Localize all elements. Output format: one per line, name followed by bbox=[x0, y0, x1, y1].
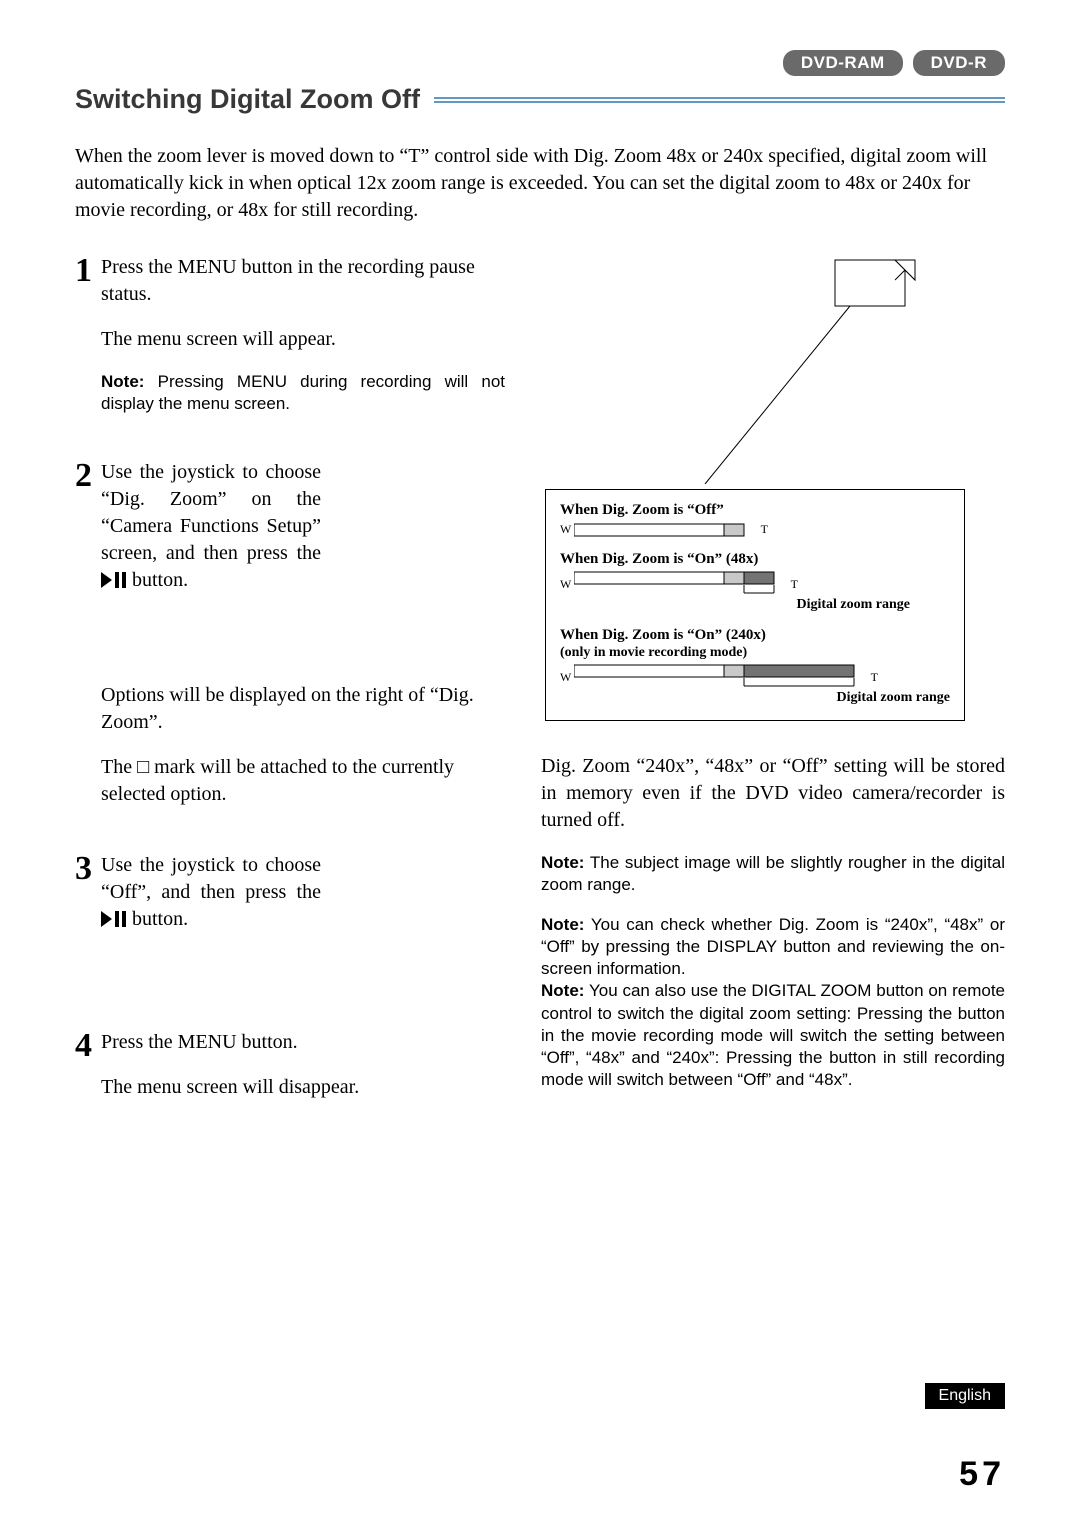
play-pause-icon bbox=[101, 908, 127, 935]
title-rule bbox=[434, 97, 1005, 103]
steps-column: 1 Press the MENU button in the recording… bbox=[75, 254, 505, 1145]
zoom-bar-240x bbox=[574, 664, 864, 690]
zoom-row-240x-title: When Dig. Zoom is “On” (240x) bbox=[560, 627, 950, 644]
section-title-row: Switching Digital Zoom Off bbox=[75, 84, 1005, 115]
t-label: T bbox=[864, 670, 878, 685]
step-1-text-2: The menu screen will appear. bbox=[101, 326, 505, 353]
note-label: Note: bbox=[101, 372, 144, 391]
step-4-text-1: Press the MENU button. bbox=[101, 1029, 505, 1056]
language-tab: English bbox=[925, 1383, 1005, 1409]
step-4-text-2: The menu screen will disappear. bbox=[101, 1074, 505, 1101]
step-1: 1 Press the MENU button in the recording… bbox=[75, 254, 505, 433]
right-note-1: Note: The subject image will be slightly… bbox=[541, 852, 1005, 896]
intro-paragraph: When the zoom lever is moved down to “T”… bbox=[75, 143, 1005, 224]
step-2-number: 2 bbox=[75, 459, 101, 826]
step-3-number: 3 bbox=[75, 852, 101, 953]
zoom-row-48x-title: When Dig. Zoom is “On” (48x) bbox=[560, 551, 950, 568]
zoom-bar-48x bbox=[574, 571, 784, 597]
step-3-text-1: Use the joystick to choose “Off”, and th… bbox=[101, 852, 321, 935]
step-1-note-text: Pressing MENU during recording will not … bbox=[101, 372, 505, 413]
badge-dvd-ram: DVD-RAM bbox=[783, 50, 903, 76]
zoom-row-240x-sub: (only in movie recording mode) bbox=[560, 645, 950, 661]
step-4-number: 4 bbox=[75, 1029, 101, 1119]
step-1-note: Note: Pressing MENU during recording wil… bbox=[101, 371, 505, 415]
right-para-1: Dig. Zoom “240x”, “48x” or “Off” setting… bbox=[541, 753, 1005, 834]
badge-dvd-r: DVD-R bbox=[913, 50, 1005, 76]
step-2: 2 Use the joystick to choose “Dig. Zoom”… bbox=[75, 459, 505, 826]
t-label: T bbox=[784, 577, 798, 592]
step-2-text-3: The □ mark will be attached to the curre… bbox=[101, 754, 505, 808]
zoom-row-48x: When Dig. Zoom is “On” (48x) W T bbox=[560, 551, 950, 613]
zoom-row-240x: When Dig. Zoom is “On” (240x) (only in m… bbox=[560, 627, 950, 706]
right-column: When Dig. Zoom is “Off” W T When Dig. Zo… bbox=[541, 254, 1005, 1145]
step-1-number: 1 bbox=[75, 254, 101, 433]
w-label: W bbox=[560, 670, 574, 685]
zoom-row-off-title: When Dig. Zoom is “Off” bbox=[560, 502, 950, 519]
right-note-2: Note: You can check whether Dig. Zoom is… bbox=[541, 914, 1005, 980]
media-badges: DVD-RAM DVD-R bbox=[75, 50, 1005, 76]
section-title: Switching Digital Zoom Off bbox=[75, 84, 434, 115]
step-1-text-1: Press the MENU button in the recording p… bbox=[101, 254, 505, 308]
t-label: T bbox=[754, 522, 768, 537]
digital-range-label: Digital zoom range bbox=[560, 690, 950, 706]
right-body: Dig. Zoom “240x”, “48x” or “Off” setting… bbox=[541, 753, 1005, 1091]
callout-graphic bbox=[545, 254, 965, 484]
zoom-row-off: When Dig. Zoom is “Off” W T bbox=[560, 502, 950, 537]
digital-range-label: Digital zoom range bbox=[560, 597, 950, 613]
step-2-text-1: Use the joystick to choose “Dig. Zoom” o… bbox=[101, 459, 321, 596]
step-2-text-2: Options will be displayed on the right o… bbox=[101, 682, 505, 736]
zoom-diagram: When Dig. Zoom is “Off” W T When Dig. Zo… bbox=[545, 254, 965, 721]
w-label: W bbox=[560, 577, 574, 592]
zoom-table: When Dig. Zoom is “Off” W T When Dig. Zo… bbox=[545, 489, 965, 721]
page-number: 57 bbox=[959, 1455, 1005, 1494]
step-4: 4 Press the MENU button. The menu screen… bbox=[75, 1029, 505, 1119]
w-label: W bbox=[560, 522, 574, 537]
step-3: 3 Use the joystick to choose “Off”, and … bbox=[75, 852, 505, 953]
play-pause-icon bbox=[101, 569, 127, 596]
right-note-3: Note: You can also use the DIGITAL ZOOM … bbox=[541, 980, 1005, 1090]
zoom-bar-off bbox=[574, 523, 754, 537]
